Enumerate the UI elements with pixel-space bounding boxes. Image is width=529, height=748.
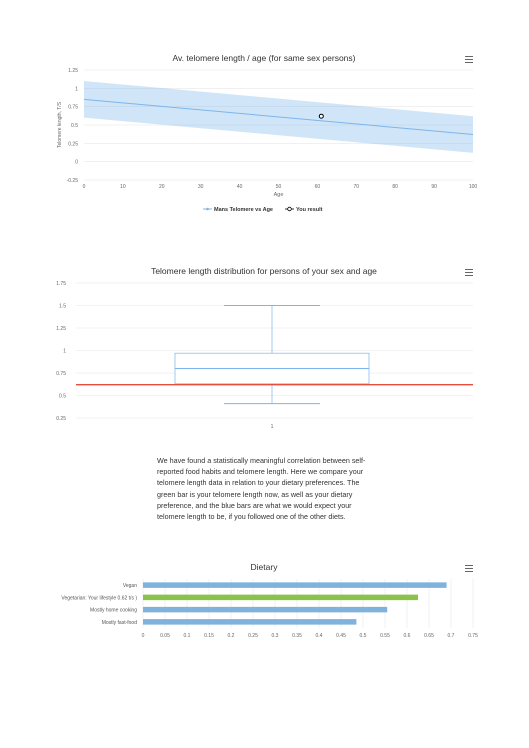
y-tick-label: 0.25 [56,416,66,422]
diet-correlation-text: We have found a statistically meaningful… [157,456,366,522]
x-tick-label: 60 [315,184,321,190]
y-tick-label: 0.75 [56,371,66,377]
dietary-chart: Dietary 0 0.05 0.1 0.15 0.2 0.25 0.3 0.35 0.4 0.45… [0,552,529,652]
y-tick-label: 1 [63,349,66,355]
dietary-bar [143,606,388,613]
x-tick-label: 0.6 [404,633,411,639]
x-tick-label: 100 [469,184,478,190]
y-tick-label: 0 [75,160,78,166]
x-tick-label: 1 [271,424,274,430]
legend-line-marker [206,207,209,211]
trend-line [83,98,474,136]
y-tick-label: 0.25 [68,141,78,147]
x-tick-label: 50 [276,184,282,190]
x-tick-label: 0.55 [380,633,390,639]
category-label: Mostly fast-food [102,620,138,626]
x-tick-label: 30 [198,184,204,190]
telomere-age-svg: Av. telomere length / age (for same sex … [57,53,478,213]
chart-title: Telomere length distribution for persons… [151,266,377,276]
x-tick-label: 0.05 [160,633,170,639]
legend-label: Mans Telomere vs Age [214,207,273,213]
category-label: Vegan [123,583,137,589]
x-tick-label: 20 [159,184,165,190]
telomere-distribution-svg: Telomere length distribution for persons… [56,266,473,430]
chart-menu-icon[interactable] [465,565,473,572]
y-tick-label: 1.25 [56,326,66,332]
dietary-svg: Dietary 0 0.05 0.1 0.15 0.2 0.25 0.3 0.35 0.4 0.45… [61,562,478,639]
dietary-bar [143,594,418,601]
legend-point-symbol [287,206,292,212]
x-tick-label: 0.65 [424,633,434,639]
y-tick-label: 0.5 [59,394,66,400]
dietary-bar [143,582,447,588]
your-result-point [318,113,324,119]
x-tick-label: 90 [431,184,437,190]
telomere-age-chart: Av. telomere length / age (for same sex … [0,44,529,224]
x-tick-label: 0.2 [228,633,235,639]
x-tick-label: 0.75 [468,633,478,639]
x-tick-label: 0.35 [292,633,302,639]
y-tick-label: 1.5 [59,304,66,310]
y-tick-label: 1.25 [68,68,78,74]
y-axis-label: Telomere length, T/S [57,101,63,148]
x-tick-label: 0.4 [316,633,323,639]
x-tick-label: 40 [237,184,243,190]
category-label: Mostly home cooking [90,608,137,614]
x-tick-label: 0.15 [204,633,214,639]
y-tick-label: -0.25 [67,178,79,184]
chart-title: Av. telomere length / age (for same sex … [173,53,356,63]
x-axis-label: Age [274,192,284,198]
dietary-bar [143,619,357,625]
x-tick-label: 0 [83,184,86,190]
y-tick-label: 0.75 [68,105,78,111]
x-tick-label: 0.45 [336,633,346,639]
chart-title: Dietary [251,562,279,572]
y-tick-label: 0.5 [71,123,78,129]
legend-label: You result [296,207,323,213]
x-tick-label: 0 [142,633,145,639]
x-tick-label: 10 [120,184,126,190]
x-tick-label: 0.25 [248,633,258,639]
x-tick-label: 0.5 [360,633,367,639]
y-tick-label: 1.75 [56,281,66,287]
category-label: Vegetarian: Your lifestyle 0.62 t/s ) [61,595,137,601]
chart-menu-icon[interactable] [465,56,473,63]
x-tick-label: 0.1 [184,633,191,639]
y-tick-label: 1 [75,86,78,92]
x-tick-label: 0.7 [448,633,455,639]
chart-menu-icon[interactable] [465,269,473,276]
x-tick-label: 0.3 [272,633,279,639]
telomere-distribution-chart: Telomere length distribution for persons… [0,256,529,436]
x-tick-label: 80 [392,184,398,190]
x-tick-label: 70 [354,184,360,190]
